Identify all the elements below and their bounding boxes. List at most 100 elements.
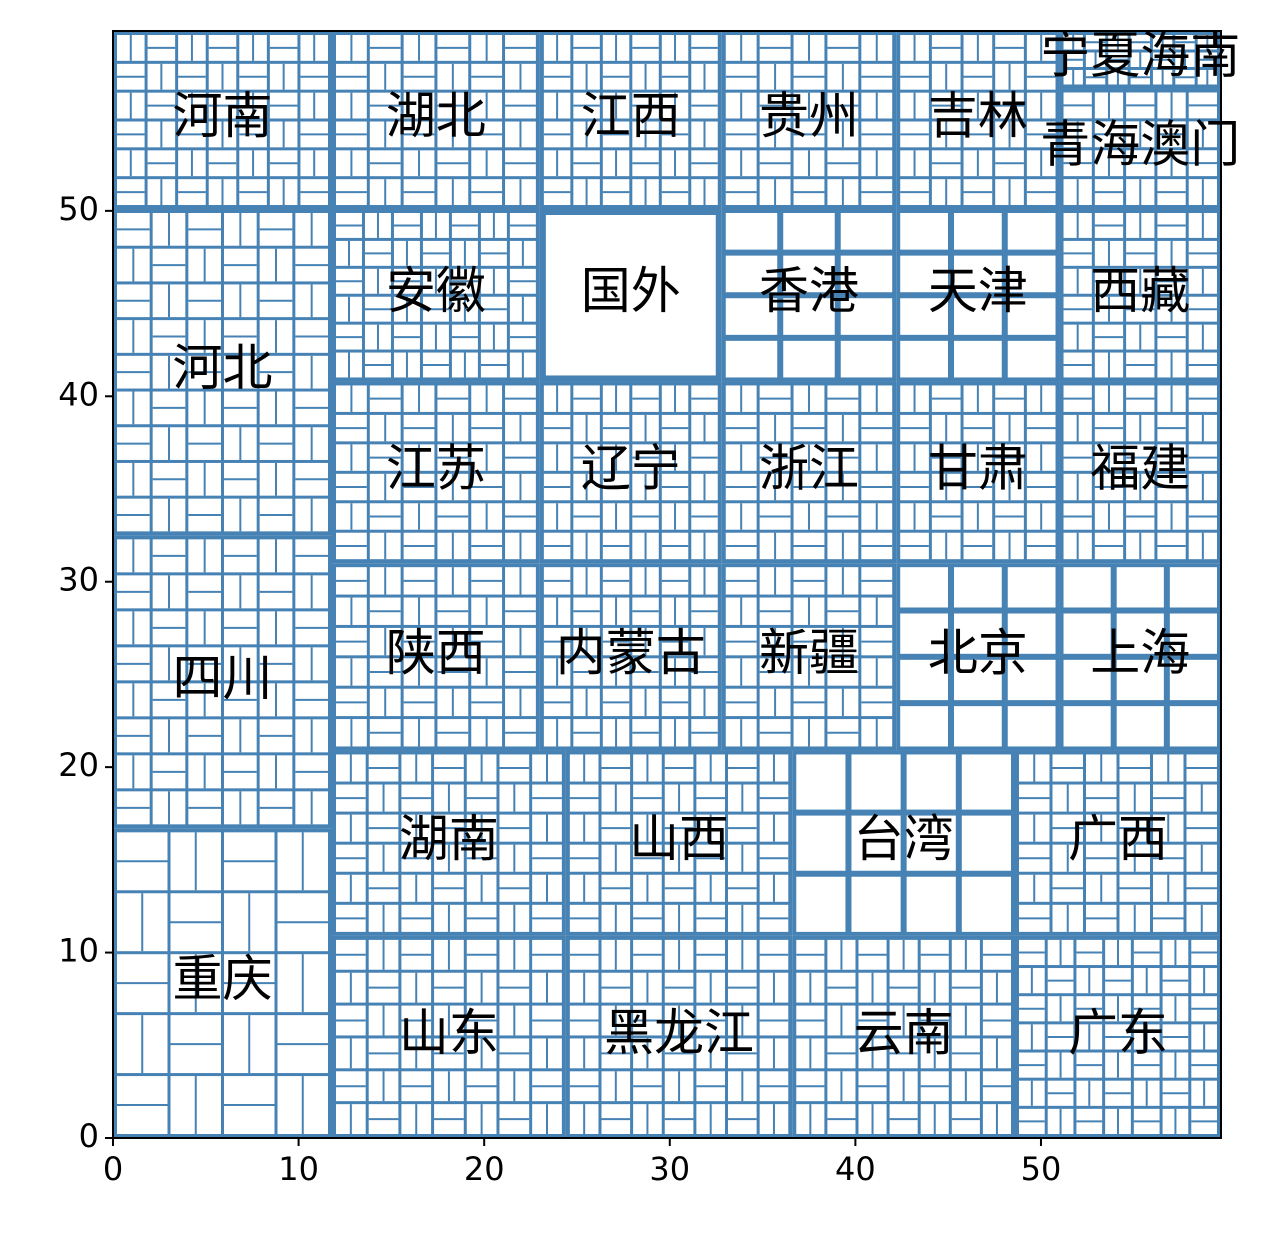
leaf-rect [900,340,948,378]
treemap-cell-21 [792,935,1015,1138]
leaf-rect [545,215,716,376]
leaf-rect [961,815,1011,871]
leaf-rect [1007,340,1056,378]
leaf-rect [1116,659,1164,701]
treemap-cell-19 [721,563,897,751]
leaf-rect [906,815,956,871]
x-tick-label: 20 [464,1150,505,1188]
leaf-rect [851,754,901,810]
cell-label: 浙江 [759,439,859,497]
treemap-cell-22 [896,31,1060,210]
leaf-rect [900,706,948,747]
leaf-rect [851,815,901,871]
leaf-rect [783,213,835,250]
treemap-cell-31 [1059,381,1221,564]
leaf-rect [725,298,778,335]
cell-label: 北京 [928,624,1028,682]
treemap-cell-24 [896,381,1060,564]
leaf-rect [1116,706,1164,747]
treemap-cell-30 [1059,209,1221,382]
treemap-cell-25 [896,563,1060,751]
leaf-rect [840,340,893,378]
leaf-rect [953,340,1002,378]
treemap-cell-29 [1059,88,1221,210]
treemap-cell-11 [539,209,722,382]
treemap-cell-8 [332,750,566,936]
leaf-rect [796,815,846,871]
treemap-cell-13 [539,563,722,751]
cell-label: 吉林 [928,87,1028,145]
leaf-rect [1007,255,1056,293]
cell-label: 宁夏海南 [1040,27,1240,85]
treemap-cell-6 [332,381,540,564]
cell-label: 国外 [581,262,681,320]
cell-label: 江苏 [386,439,486,497]
treemap-cell-5 [332,209,540,382]
leaf-rect [1063,659,1111,701]
leaf-rect [840,213,893,250]
treemap-cell-14 [565,750,793,936]
treemap-cell-2 [113,535,333,829]
y-tick-label: 10 [58,932,99,970]
y-tick-label: 40 [58,375,99,413]
leaf-rect [961,754,1011,810]
cell-label: 贵州 [759,87,859,145]
y-tick-label: 50 [58,190,99,228]
leaf-rect [1169,613,1217,654]
leaf-rect [1063,706,1111,747]
leaf-rect [783,340,835,378]
leaf-rect [840,255,893,293]
cell-label: 台湾 [854,810,954,868]
cell-label: 甘肃 [928,439,1028,497]
leaf-rect [1007,213,1056,250]
treemap-cell-12 [539,381,722,564]
x-tick-label: 0 [103,1150,123,1188]
leaf-rect [1169,659,1217,701]
leaf-rect [1007,567,1056,608]
x-tick-label: 50 [1021,1150,1062,1188]
leaf-rect [953,659,1002,701]
treemap-cell-18 [721,381,897,564]
y-tick-label: 20 [58,746,99,784]
treemap-cell-23 [896,209,1060,382]
treemap-cell-27 [1014,935,1221,1138]
cell-label: 云南 [854,1004,954,1062]
y-axis-ticks: 0 10 20 30 40 50 [58,190,113,1155]
leaf-rect [783,298,835,335]
axes-frame [112,30,1222,1139]
cell-label: 天津 [928,262,1028,320]
x-tick-label: 40 [835,1150,876,1188]
cell-label: 西藏 [1090,262,1190,320]
x-axis-ticks: 0 10 20 30 40 50 [103,1138,1062,1188]
cell-label: 香港 [759,262,859,320]
cell-label: 湖北 [386,87,486,145]
leaf-rect [840,298,893,335]
leaf-rect [796,876,846,932]
leaf-rect [1116,613,1164,654]
treemap-cell-7 [332,563,540,751]
treemap-cell-10 [539,31,722,210]
treemap-cell-1 [113,209,333,536]
treemap-cell-0 [113,31,333,210]
treemap-cell-9 [332,935,566,1138]
x-tick-label: 10 [278,1150,319,1188]
leaf-rect [900,659,948,701]
treemap-cell-3 [113,828,333,1138]
leaf-rect [725,213,778,250]
treemap-cell-16 [721,31,897,210]
treemap-cell-26 [1014,750,1221,936]
cell-label: 陕西 [386,624,486,682]
cell-label: 上海 [1090,624,1190,682]
treemap-cell-20 [792,750,1015,936]
leaf-rect [1007,659,1056,701]
treemap-cell-17 [721,209,897,382]
cell-label: 河南 [173,87,273,145]
treemap-cell-28 [1059,31,1221,89]
cell-label: 广西 [1068,810,1168,868]
cell-label: 安徽 [386,262,486,320]
leaf-rect [900,213,948,250]
x-tick-label: 30 [649,1150,690,1188]
leaf-rect [1007,298,1056,335]
